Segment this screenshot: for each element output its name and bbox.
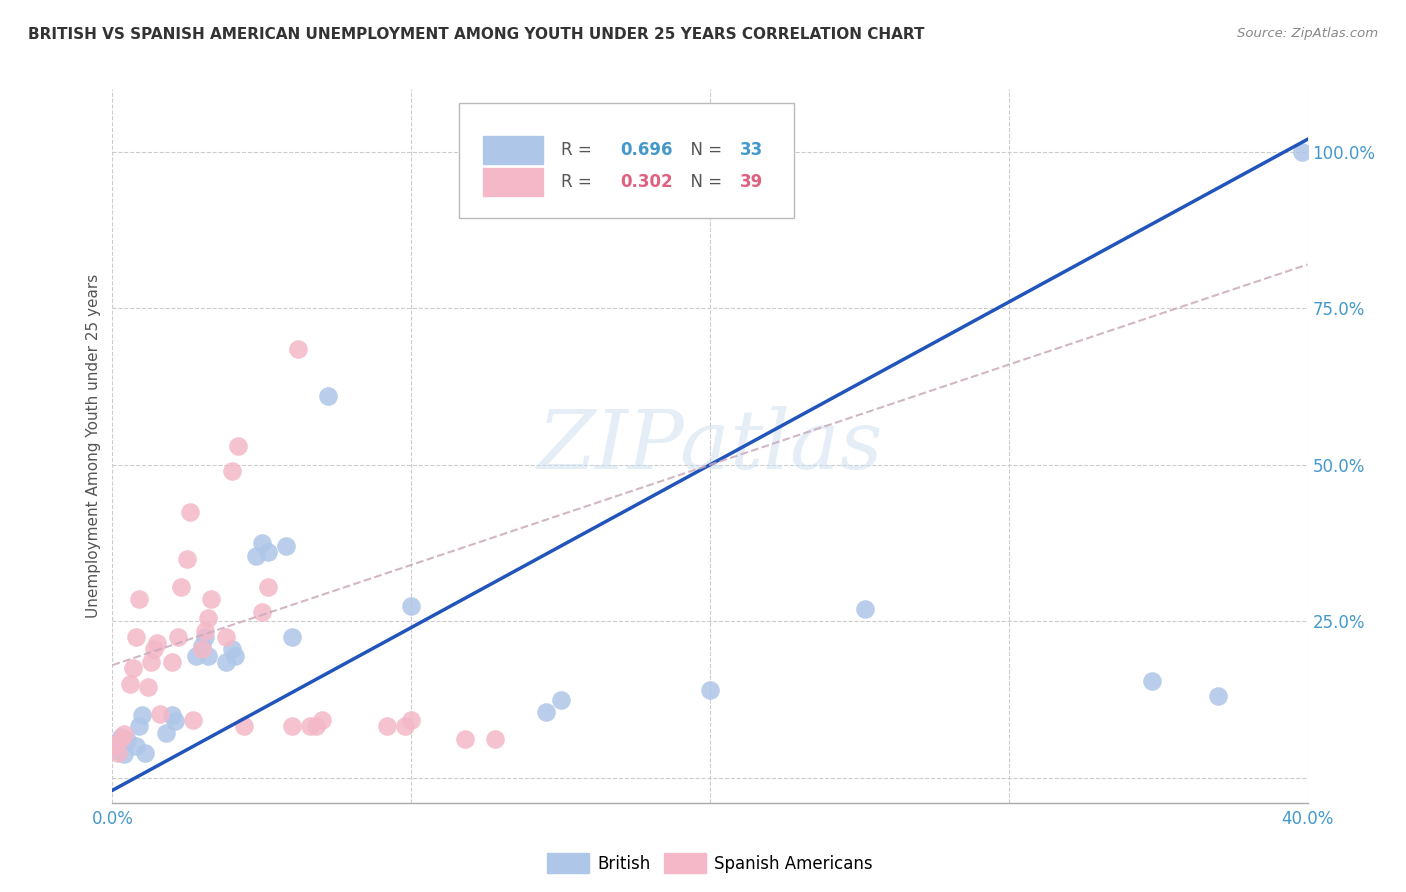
Point (165, 714, 187, 729)
Point (484, 731, 506, 746)
Point (143, 642, 166, 657)
Text: 33: 33 (740, 141, 763, 159)
Point (107, 744, 129, 758)
Point (191, 640, 214, 654)
Point (134, 746, 156, 760)
FancyBboxPatch shape (458, 103, 793, 218)
Point (221, 642, 243, 657)
Point (855, 601, 877, 615)
Point (141, 655, 163, 669)
Point (117, 733, 139, 747)
Point (534, 705, 557, 719)
Point (125, 630, 148, 644)
Point (186, 648, 208, 663)
Text: N =: N = (681, 141, 727, 159)
Point (122, 661, 145, 675)
Text: R =: R = (561, 141, 596, 159)
FancyBboxPatch shape (484, 136, 543, 164)
Point (104, 736, 127, 750)
Point (128, 592, 150, 607)
Point (394, 719, 416, 733)
Point (155, 725, 177, 739)
Text: 0.696: 0.696 (620, 141, 673, 159)
Point (107, 746, 129, 760)
Point (162, 708, 183, 723)
Point (316, 389, 339, 403)
Point (274, 539, 297, 553)
Point (120, 677, 142, 691)
Text: Source: ZipAtlas.com: Source: ZipAtlas.com (1237, 27, 1378, 40)
Point (215, 655, 238, 669)
Point (179, 505, 201, 519)
Text: 0.302: 0.302 (620, 173, 673, 191)
Point (224, 648, 246, 663)
Point (191, 642, 214, 657)
Point (226, 439, 249, 453)
Point (114, 747, 135, 761)
Legend: British, Spanish Americans: British, Spanish Americans (541, 847, 879, 880)
Point (194, 630, 217, 644)
Text: N =: N = (681, 173, 727, 191)
Point (401, 599, 423, 613)
Point (311, 713, 333, 727)
Point (194, 624, 217, 638)
Point (245, 549, 267, 563)
Point (110, 730, 132, 744)
Point (232, 719, 256, 733)
Text: 39: 39 (740, 173, 763, 191)
Point (257, 545, 280, 559)
Point (170, 580, 193, 594)
Point (162, 655, 183, 669)
Point (699, 683, 721, 698)
Point (250, 536, 273, 550)
Point (281, 719, 304, 733)
Point (377, 719, 399, 733)
Point (221, 464, 243, 478)
Point (104, 738, 127, 752)
Point (114, 727, 135, 741)
Point (197, 611, 219, 625)
Point (1140, 673, 1163, 688)
Text: R =: R = (561, 173, 596, 191)
Text: BRITISH VS SPANISH AMERICAN UNEMPLOYMENT AMONG YOUTH UNDER 25 YEARS CORRELATION : BRITISH VS SPANISH AMERICAN UNEMPLOYMENT… (28, 27, 925, 42)
FancyBboxPatch shape (484, 168, 543, 196)
Point (287, 342, 309, 356)
Point (257, 580, 280, 594)
Point (128, 719, 150, 733)
Point (454, 731, 477, 746)
Point (1291, 145, 1313, 159)
Point (298, 719, 321, 733)
Point (197, 648, 219, 663)
Point (138, 680, 160, 694)
Point (304, 719, 326, 733)
Point (125, 739, 148, 754)
Point (281, 630, 304, 644)
Point (146, 636, 169, 650)
Point (215, 630, 238, 644)
Point (149, 706, 172, 721)
Point (167, 630, 190, 644)
Point (550, 692, 572, 706)
Point (110, 731, 132, 746)
Point (401, 713, 423, 727)
Text: ZIPatlas: ZIPatlas (537, 406, 883, 486)
Y-axis label: Unemployment Among Youth under 25 years: Unemployment Among Youth under 25 years (86, 274, 101, 618)
Point (181, 713, 204, 727)
Point (1206, 690, 1229, 704)
Point (200, 592, 222, 607)
Point (250, 605, 273, 619)
Point (131, 708, 153, 723)
Point (176, 551, 198, 566)
